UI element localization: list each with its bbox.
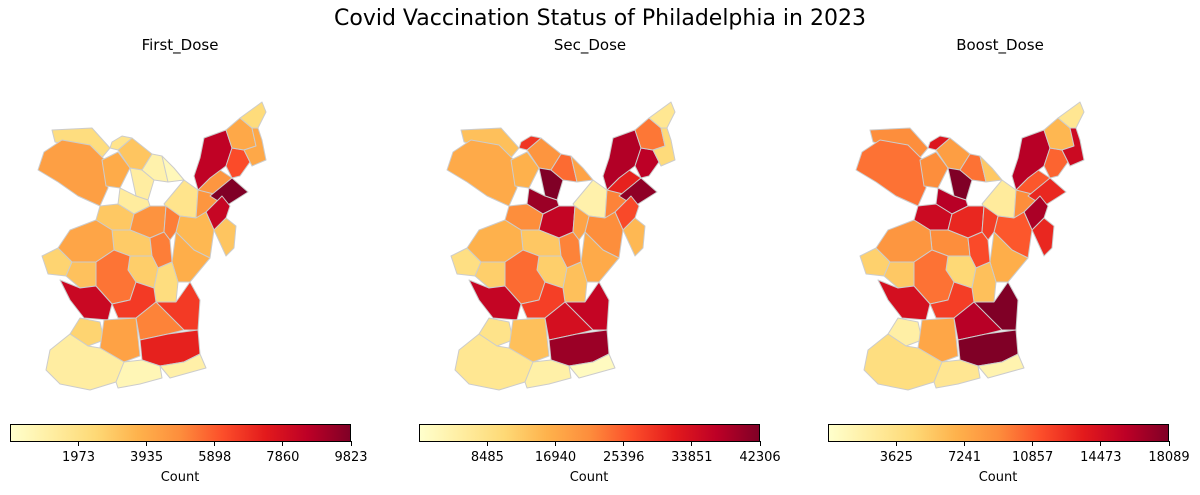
colorbar-tick-label-first-dose-3: 5898 (198, 450, 232, 465)
colorbar-first-dose (10, 424, 351, 442)
colorbar-sec-dose (419, 424, 760, 442)
colorbar-tick-label-first-dose-2: 3935 (130, 450, 164, 465)
colorbar-tick-label-boost-dose-3: 10857 (1011, 450, 1054, 465)
region-boost-dose-5 (927, 135, 951, 151)
colorbar-label-first-dose: Count (160, 470, 200, 485)
region-boost-dose-3 (919, 151, 949, 189)
region-sec-dose-35 (520, 281, 566, 319)
colorbar-tick-label-sec-dose-1: 8485 (470, 450, 504, 465)
colorbar-tick-sec-dose-1 (486, 441, 488, 446)
region-boost-dose-2 (855, 139, 927, 207)
region-first-dose-3 (101, 151, 131, 189)
colorbar-label-sec-dose: Count (569, 470, 609, 485)
colorbar-tick-boost-dose-5 (1168, 441, 1170, 446)
figure-title: Covid Vaccination Status of Philadelphia… (334, 6, 866, 31)
region-sec-dose-39 (564, 281, 610, 331)
map-sec-dose (446, 101, 676, 391)
region-boost-dose-6 (947, 167, 973, 201)
map-first-dose (37, 101, 267, 391)
region-first-dose-6 (129, 167, 155, 201)
colorbar-tick-label-boost-dose-2: 7241 (947, 450, 982, 465)
region-sec-dose-6 (538, 167, 564, 201)
colorbar-tick-boost-dose-2 (964, 441, 965, 446)
region-sec-dose-43 (568, 353, 616, 379)
region-boost-dose-34 (877, 279, 931, 321)
region-first-dose-37 (99, 317, 141, 363)
region-sec-dose-20 (652, 127, 676, 167)
region-boost-dose-39 (973, 281, 1019, 331)
region-sec-dose-23 (622, 217, 646, 257)
colorbar-tick-label-sec-dose-5: 42306 (739, 450, 781, 465)
region-first-dose-36 (69, 317, 105, 347)
region-first-dose-43 (159, 353, 207, 379)
region-first-dose-39 (155, 281, 201, 331)
region-first-dose-35 (111, 281, 157, 319)
region-sec-dose-34 (468, 279, 522, 321)
colorbar-tick-label-first-dose-1: 1973 (61, 450, 96, 465)
region-sec-dose-42 (524, 359, 572, 389)
region-boost-dose-35 (929, 281, 975, 319)
region-first-dose-42 (115, 359, 163, 389)
region-boost-dose-43 (977, 353, 1025, 379)
region-sec-dose-2 (446, 139, 518, 207)
colorbar-tick-first-dose-3 (214, 441, 216, 446)
colorbar-boost-dose (828, 424, 1169, 442)
panel-title-first-dose: First_Dose (141, 36, 219, 54)
region-sec-dose-36 (478, 317, 514, 347)
region-sec-dose-8 (550, 153, 578, 183)
region-sec-dose-3 (510, 151, 540, 189)
colorbar-tick-sec-dose-5 (759, 441, 761, 446)
colorbar-tick-boost-dose-1 (895, 441, 897, 446)
colorbar-tick-first-dose-1 (77, 441, 79, 446)
colorbar-tick-boost-dose-4 (1100, 441, 1102, 446)
region-sec-dose-5 (518, 135, 542, 151)
colorbar-tick-label-sec-dose-3: 25396 (603, 450, 645, 465)
region-sec-dose-37 (508, 317, 550, 363)
colorbar-tick-boost-dose-3 (1032, 441, 1034, 446)
region-boost-dose-8 (959, 153, 987, 183)
colorbar-tick-label-sec-dose-4: 33851 (671, 450, 713, 465)
region-boost-dose-23 (1031, 217, 1055, 257)
region-first-dose-5 (109, 135, 133, 151)
region-boost-dose-42 (933, 359, 981, 389)
colorbar-tick-label-boost-dose-1: 3625 (879, 450, 913, 465)
colorbar-tick-label-boost-dose-4: 14473 (1080, 450, 1122, 465)
colorbar-tick-first-dose-5 (350, 441, 352, 446)
region-boost-dose-19 (1057, 101, 1085, 129)
panel-title-sec-dose: Sec_Dose (553, 36, 627, 54)
colorbar-tick-sec-dose-4 (691, 441, 693, 446)
colorbar-tick-label-first-dose-4: 7860 (266, 450, 300, 465)
map-boost-dose (855, 101, 1085, 391)
colorbar-tick-label-sec-dose-2: 16940 (534, 450, 577, 465)
region-sec-dose-19 (648, 101, 676, 129)
colorbar-tick-first-dose-2 (146, 441, 148, 446)
region-first-dose-34 (59, 279, 113, 321)
colorbar-tick-first-dose-4 (282, 441, 284, 446)
region-first-dose-23 (213, 217, 237, 257)
colorbar-tick-sec-dose-2 (555, 441, 557, 446)
panel-title-boost-dose: Boost_Dose (956, 36, 1044, 54)
region-first-dose-20 (243, 127, 267, 167)
colorbar-tick-sec-dose-3 (623, 441, 625, 446)
colorbar-tick-label-boost-dose-5: 18089 (1148, 450, 1190, 465)
region-first-dose-2 (37, 139, 109, 207)
region-first-dose-19 (239, 101, 267, 129)
region-boost-dose-20 (1061, 127, 1085, 167)
colorbar-label-boost-dose: Count (978, 470, 1018, 485)
colorbar-tick-label-first-dose-5: 9823 (334, 450, 368, 465)
region-first-dose-8 (141, 153, 169, 183)
region-boost-dose-36 (887, 317, 923, 347)
region-boost-dose-37 (917, 317, 959, 363)
